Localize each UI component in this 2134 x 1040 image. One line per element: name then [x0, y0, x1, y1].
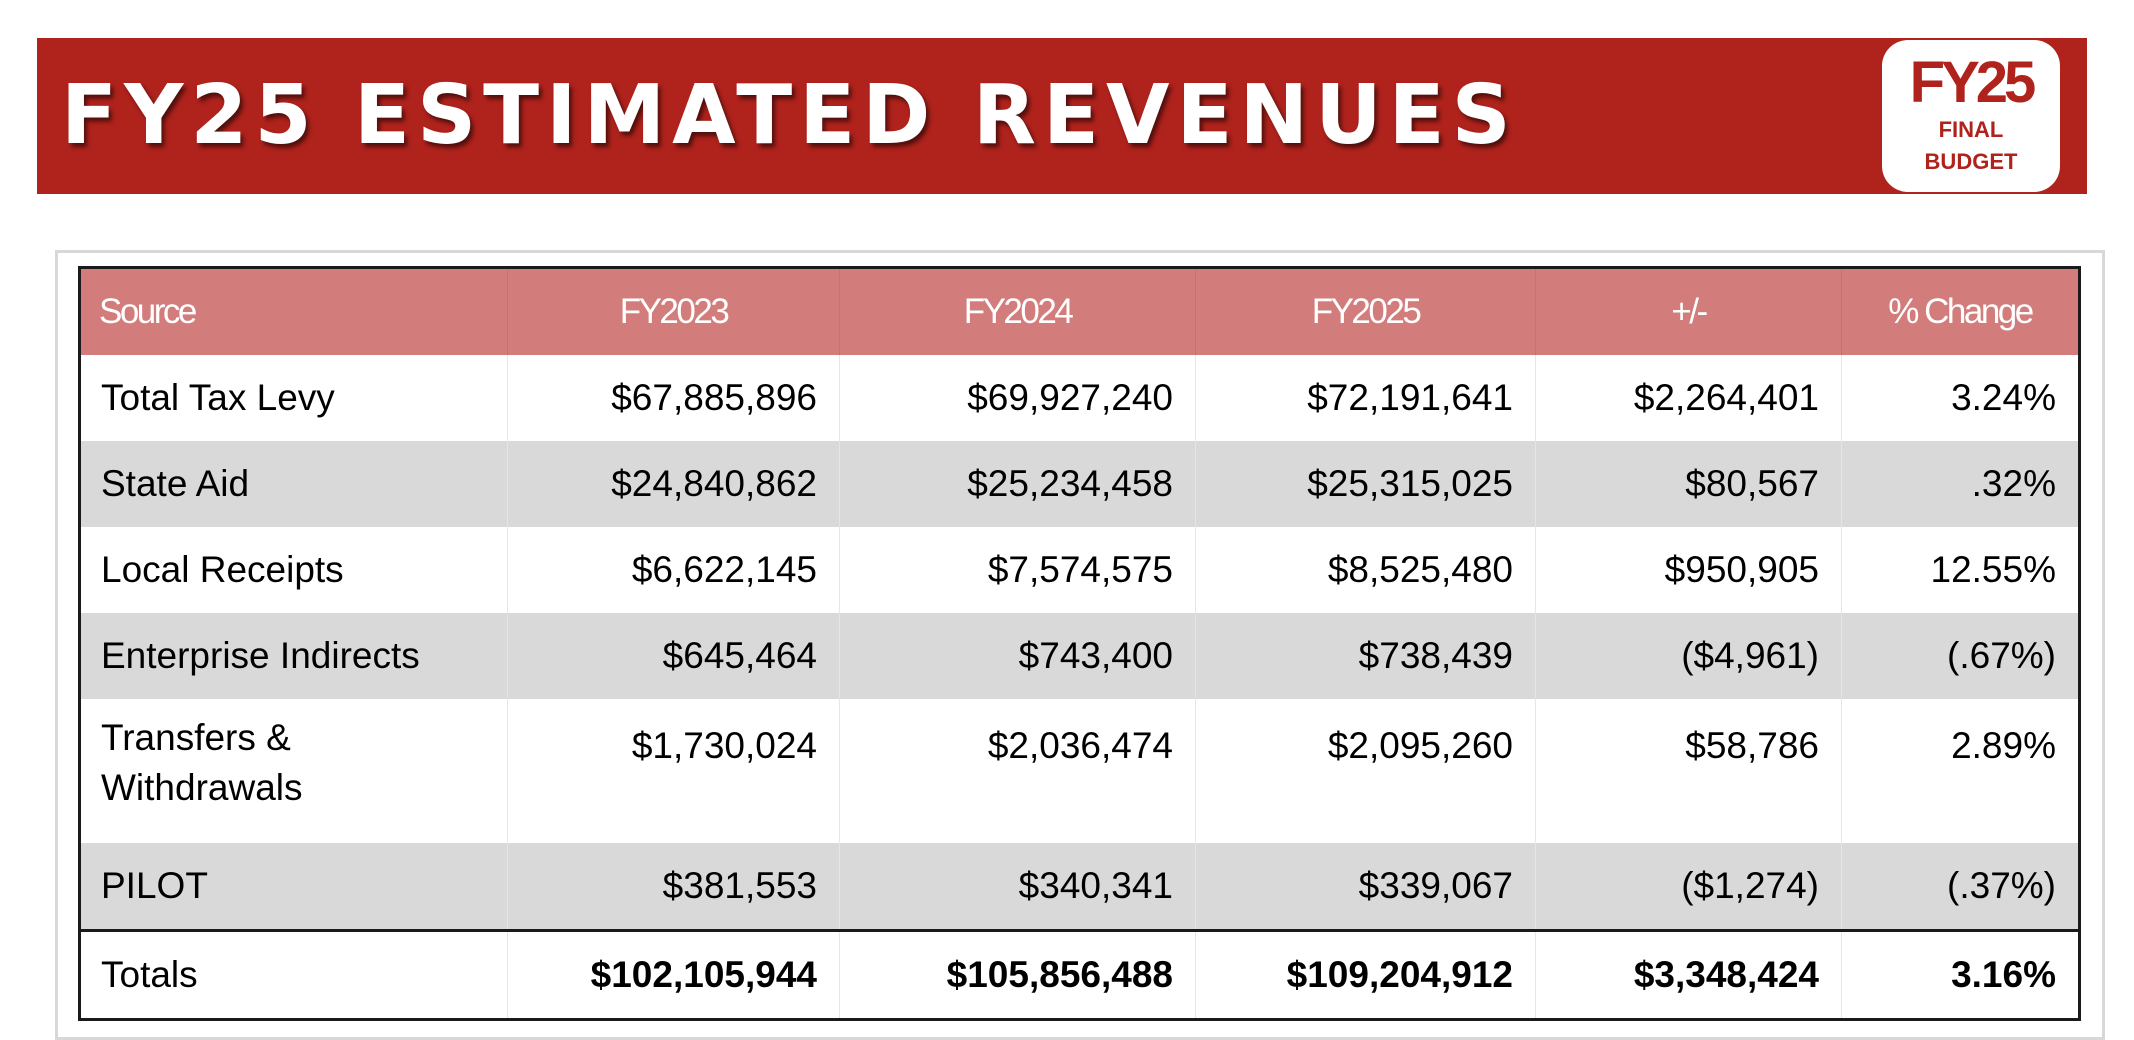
row-difference: ($4,961)	[1535, 613, 1842, 699]
table-row: Enterprise Indirects $645,464 $743,400 $…	[79, 613, 2080, 699]
row-fy2024: $25,234,458	[839, 441, 1196, 527]
row-fy2023: $6,622,145	[507, 527, 840, 613]
row-fy2025: $339,067	[1195, 843, 1536, 931]
row-fy2024: $743,400	[839, 613, 1196, 699]
row-fy2025: $738,439	[1195, 613, 1536, 699]
row-fy2024: $7,574,575	[839, 527, 1196, 613]
row-source: Enterprise Indirects	[79, 613, 508, 699]
table-row: Transfers & Withdrawals $1,730,024 $2,03…	[79, 699, 2080, 843]
totals-label: Totals	[79, 929, 508, 1020]
row-fy2025: $8,525,480	[1195, 527, 1536, 613]
row-fy2023: $645,464	[507, 613, 840, 699]
row-source: Total Tax Levy	[79, 355, 508, 441]
page-title: FY25 ESTIMATED REVENUES	[61, 68, 1518, 163]
row-fy2023: $24,840,862	[507, 441, 840, 527]
row-percent-change: (.37%)	[1841, 843, 2080, 931]
column-header-fy2023: FY2023	[507, 267, 840, 355]
row-percent-change: .32%	[1841, 441, 2080, 527]
totals-difference: $3,348,424	[1535, 929, 1842, 1020]
totals-row: Totals $102,105,944 $105,856,488 $109,20…	[79, 929, 2080, 1020]
column-header-fy2025: FY2025	[1195, 267, 1536, 355]
fy25-final-budget-badge: FY25 FINAL BUDGET	[1882, 40, 2060, 192]
row-fy2023: $381,553	[507, 843, 840, 931]
table-header-row: Source FY2023 FY2024 FY2025 +/- % Change	[79, 267, 2080, 355]
row-percent-change: (.67%)	[1841, 613, 2080, 699]
row-fy2024: $340,341	[839, 843, 1196, 931]
row-percent-change: 2.89%	[1951, 725, 2056, 766]
badge-year: FY25	[1909, 50, 2037, 115]
row-source: PILOT	[79, 843, 508, 931]
row-fy2024: $69,927,240	[839, 355, 1196, 441]
totals-percent-change: 3.16%	[1841, 929, 2080, 1020]
column-header-fy2024: FY2024	[839, 267, 1196, 355]
row-fy2023: $1,730,024	[507, 699, 840, 843]
title-banner: FY25 ESTIMATED REVENUES FY25 FINAL BUDGE…	[37, 38, 2087, 194]
totals-fy2023: $102,105,944	[507, 929, 840, 1020]
row-fy2025: $72,191,641	[1195, 355, 1536, 441]
row-difference: $80,567	[1535, 441, 1842, 527]
row-difference: $950,905	[1535, 527, 1842, 613]
row-fy2024: $2,036,474	[839, 699, 1196, 843]
totals-fy2025: $109,204,912	[1195, 929, 1536, 1020]
table-row: State Aid $24,840,862 $25,234,458 $25,31…	[79, 441, 2080, 527]
row-source: Transfers & Withdrawals	[79, 699, 508, 843]
row-source: Local Receipts	[79, 527, 508, 613]
column-header-source: Source	[79, 267, 508, 355]
totals-fy2024: $105,856,488	[839, 929, 1196, 1020]
revenue-table: Source FY2023 FY2024 FY2025 +/- % Change…	[78, 266, 2081, 1021]
table-row: PILOT $381,553 $340,341 $339,067 ($1,274…	[79, 843, 2080, 931]
table-row: Total Tax Levy $67,885,896 $69,927,240 $…	[79, 355, 2080, 441]
column-header-percent-change: % Change	[1841, 267, 2080, 355]
row-difference: ($1,274)	[1535, 843, 1842, 931]
row-percent-change: 12.55%	[1930, 549, 2057, 590]
row-difference: $2,264,401	[1535, 355, 1842, 441]
row-difference: $58,786	[1535, 699, 1842, 843]
row-source: State Aid	[79, 441, 508, 527]
column-header-difference: +/-	[1535, 267, 1842, 355]
row-fy2025: $25,315,025	[1195, 441, 1536, 527]
row-fy2023: $67,885,896	[507, 355, 840, 441]
row-fy2025: $2,095,260	[1195, 699, 1536, 843]
row-percent-change: 3.24%	[1951, 377, 2056, 418]
badge-line-final: FINAL	[1938, 117, 2004, 142]
table-row: Local Receipts $6,622,145 $7,574,575 $8,…	[79, 527, 2080, 613]
badge-line-budget: BUDGET	[1924, 149, 2018, 174]
